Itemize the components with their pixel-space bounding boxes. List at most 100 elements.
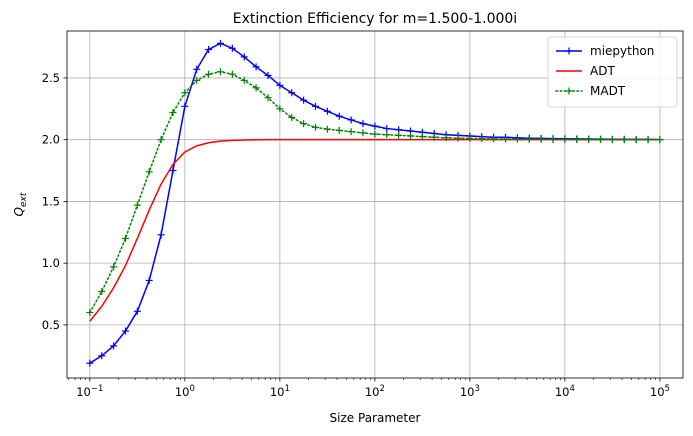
data-point-miepython xyxy=(121,327,129,335)
data-point-miepython xyxy=(311,102,319,110)
x-axis: 10−1 100 101 102 103 104 105 xyxy=(68,378,670,399)
y-tick-label: 1.5 xyxy=(42,194,60,208)
data-point-madt xyxy=(157,136,165,144)
x-tick-label-base: 10 xyxy=(76,385,91,399)
data-point-miepython xyxy=(252,63,260,71)
data-point-madt xyxy=(537,135,545,143)
data-point-madt xyxy=(620,136,628,144)
x-tick-label-base: 10 xyxy=(460,385,475,399)
data-point-madt xyxy=(145,168,153,176)
chart-title: Extinction Efficiency for m=1.500-1.000i xyxy=(233,11,517,27)
y-axis-title: Qext xyxy=(12,192,29,216)
data-point-madt xyxy=(276,105,284,113)
data-point-miepython xyxy=(216,39,224,47)
legend-box xyxy=(547,36,678,108)
data-point-miepython xyxy=(359,120,367,128)
x-tick-label-base: 10 xyxy=(650,385,665,399)
data-point-miepython xyxy=(240,53,248,61)
data-point-madt xyxy=(466,134,474,142)
data-point-madt xyxy=(549,135,557,143)
legend-marker xyxy=(565,47,573,55)
x-tick-label-exponent: 5 xyxy=(665,384,670,394)
y-tick-label: 1.0 xyxy=(42,256,60,270)
data-point-miepython xyxy=(264,71,272,79)
legend-item-madt: MADT xyxy=(555,84,626,98)
legend-label: MADT xyxy=(590,84,626,98)
y-axis-title-sub: ext xyxy=(19,192,29,207)
data-point-madt xyxy=(300,120,308,128)
data-point-madt xyxy=(573,136,581,144)
x-tick-label-exponent: 2 xyxy=(379,384,384,394)
x-tick-label: 100 xyxy=(175,384,195,399)
x-tick-label-base: 10 xyxy=(270,385,285,399)
data-point-madt xyxy=(395,131,403,139)
legend: miepython ADT MADT xyxy=(547,36,678,108)
data-point-madt xyxy=(347,128,355,136)
data-point-madt xyxy=(121,234,129,242)
x-tick-label: 10−1 xyxy=(76,384,103,399)
data-point-madt xyxy=(264,94,272,102)
data-point-miepython xyxy=(86,359,94,367)
legend-label: miepython xyxy=(590,44,654,58)
series-madt xyxy=(86,68,664,317)
data-point-madt xyxy=(228,70,236,78)
data-point-madt xyxy=(608,136,616,144)
x-tick-label-base: 10 xyxy=(175,385,190,399)
data-point-madt xyxy=(133,201,141,209)
data-point-miepython xyxy=(335,112,343,120)
data-point-madt xyxy=(216,68,224,76)
x-tick-label: 102 xyxy=(365,384,385,399)
data-point-miepython xyxy=(193,65,201,73)
legend-item-adt: ADT xyxy=(556,64,615,78)
data-point-madt xyxy=(561,135,569,143)
data-point-madt xyxy=(181,89,189,97)
data-point-madt xyxy=(430,133,438,141)
data-point-miepython xyxy=(228,44,236,52)
data-point-madt xyxy=(193,76,201,84)
y-tick-label: 0.5 xyxy=(42,318,60,332)
series-line-adt xyxy=(89,138,660,322)
data-point-madt xyxy=(597,136,605,144)
legend-item-miepython: miepython xyxy=(556,44,654,58)
data-point-miepython xyxy=(383,125,391,133)
y-tick-label: 2.0 xyxy=(42,133,60,147)
data-point-madt xyxy=(383,131,391,139)
data-point-madt xyxy=(513,135,521,143)
x-tick-label-exponent: −1 xyxy=(91,384,104,394)
x-axis-title: Size Parameter xyxy=(330,411,421,425)
x-tick-label-base: 10 xyxy=(555,385,570,399)
data-point-madt xyxy=(323,125,331,133)
legend-marker xyxy=(565,87,573,95)
data-point-madt xyxy=(240,76,248,84)
x-tick-label: 101 xyxy=(270,384,290,399)
data-point-madt xyxy=(169,109,177,117)
x-tick-label-exponent: 0 xyxy=(189,384,194,394)
data-point-madt xyxy=(86,309,94,317)
data-point-madt xyxy=(252,84,260,92)
data-point-madt xyxy=(644,136,652,144)
data-point-madt xyxy=(656,136,664,144)
data-point-miepython xyxy=(145,276,153,284)
data-point-madt xyxy=(632,136,640,144)
data-point-miepython xyxy=(205,46,213,54)
data-point-madt xyxy=(359,129,367,137)
x-tick-label: 105 xyxy=(650,384,670,399)
y-axis: 0.5 1.0 1.5 2.0 2.5 xyxy=(42,71,67,332)
data-point-miepython xyxy=(300,96,308,104)
data-point-madt xyxy=(110,263,118,271)
data-point-miepython xyxy=(347,116,355,124)
x-tick-label: 104 xyxy=(555,384,575,399)
data-point-madt xyxy=(525,135,533,143)
x-tick-label-base: 10 xyxy=(365,385,380,399)
data-point-madt xyxy=(442,134,450,142)
data-point-miepython xyxy=(276,81,284,89)
data-point-madt xyxy=(478,135,486,143)
data-point-miepython xyxy=(133,307,141,315)
data-point-madt xyxy=(371,130,379,138)
data-point-madt xyxy=(490,135,498,143)
data-point-madt xyxy=(335,126,343,134)
x-tick-label: 103 xyxy=(460,384,480,399)
data-point-miepython xyxy=(157,231,165,239)
data-point-miepython xyxy=(288,89,296,97)
